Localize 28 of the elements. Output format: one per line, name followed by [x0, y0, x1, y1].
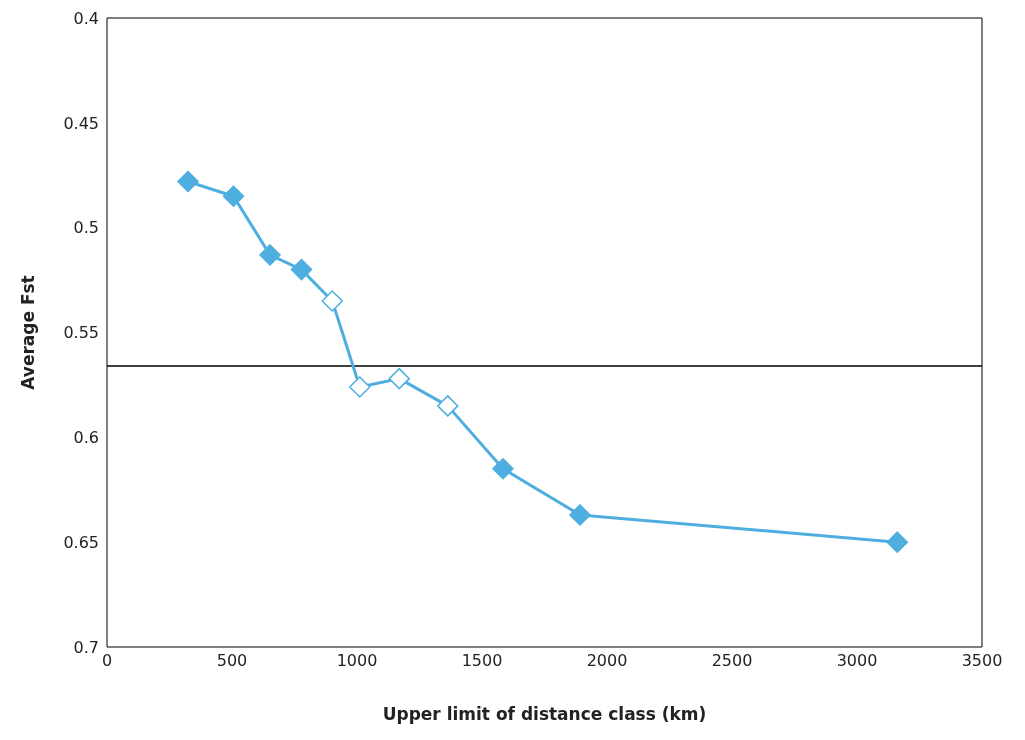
y-tick-label: 0.6 — [73, 428, 99, 448]
x-tick-label: 2000 — [586, 651, 628, 671]
point — [177, 170, 199, 193]
point — [492, 458, 514, 480]
point — [290, 258, 313, 281]
point — [259, 244, 281, 266]
y-tick-label: 0.5 — [73, 218, 99, 238]
x-tick-label: 2500 — [711, 651, 753, 671]
x-tick-label: 1000 — [336, 651, 378, 671]
x-axis-title: Upper limit of distance class (km) — [382, 704, 707, 724]
point — [437, 395, 459, 417]
x-tick-label: 1500 — [461, 651, 503, 671]
point — [349, 376, 371, 398]
y-tick-label: 0.4 — [73, 8, 99, 28]
point — [886, 531, 908, 553]
y-tick-label: 0.55 — [63, 323, 99, 343]
point — [388, 367, 410, 390]
y-tick-label: 0.45 — [63, 113, 99, 133]
y-tick-label: 0.65 — [63, 532, 99, 552]
y-axis-title: Average Fst — [18, 275, 39, 390]
x-tick-label: 3500 — [961, 651, 1003, 671]
point — [321, 290, 343, 312]
x-tick-label: 3000 — [836, 651, 878, 671]
point — [222, 185, 245, 207]
y-tick-label: 0.7 — [73, 637, 99, 657]
x-tick-label: 500 — [216, 651, 248, 671]
x-tick-label: 0 — [101, 651, 113, 671]
point — [569, 504, 591, 526]
